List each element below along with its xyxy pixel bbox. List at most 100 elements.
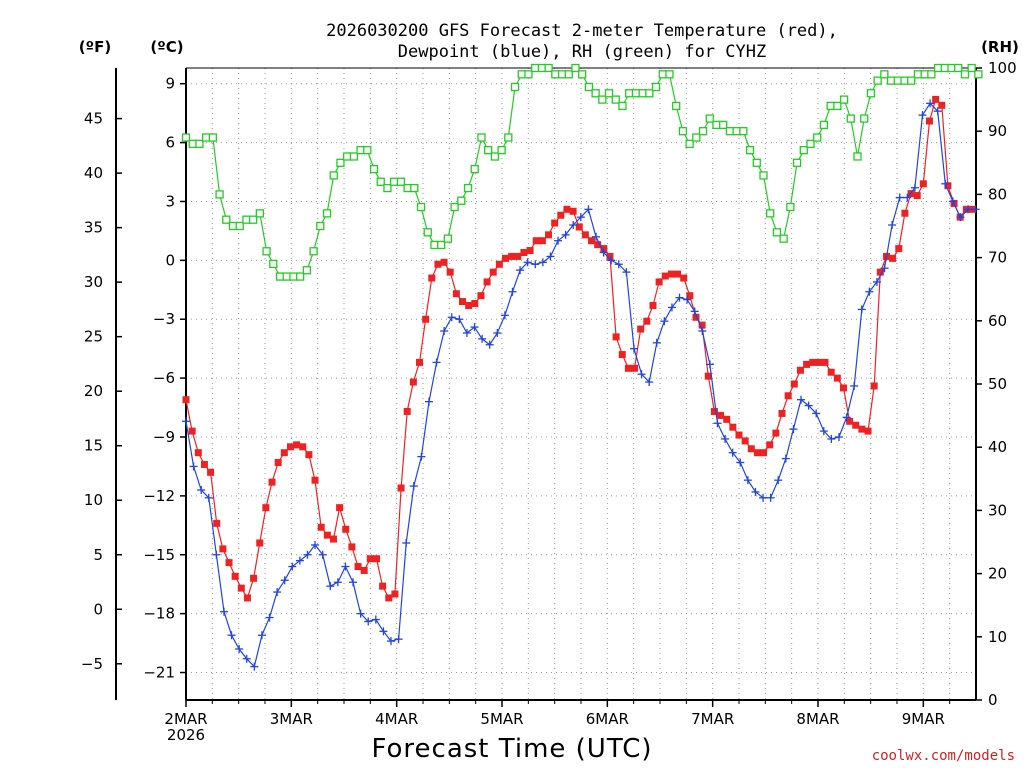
temperature-point bbox=[188, 427, 196, 435]
temperature-point bbox=[944, 182, 952, 190]
rh-point bbox=[886, 76, 896, 85]
temperature-point bbox=[643, 317, 651, 325]
rh-point bbox=[181, 133, 191, 142]
rh-unit-label: (RH) bbox=[981, 38, 1019, 56]
fahrenheit-unit-label: (ºF) bbox=[79, 38, 111, 56]
temperature-point bbox=[274, 459, 282, 467]
dewpoint-point bbox=[219, 607, 228, 616]
dewpoint-point bbox=[424, 397, 433, 406]
dewpoint-point bbox=[462, 328, 471, 337]
dewpoint-point bbox=[880, 264, 889, 273]
dewpoint-point bbox=[834, 432, 843, 441]
dewpoint-point bbox=[645, 378, 654, 387]
rh-point bbox=[907, 76, 916, 85]
series-dewpoint bbox=[182, 99, 980, 671]
rh-point bbox=[947, 63, 956, 73]
rh-point bbox=[725, 127, 735, 136]
rh-point bbox=[490, 152, 500, 161]
dewpoint-point bbox=[895, 193, 904, 202]
rh-point bbox=[537, 63, 547, 73]
rh-point bbox=[598, 95, 607, 104]
dewpoint-point bbox=[592, 232, 601, 241]
temperature-point bbox=[336, 504, 344, 512]
temperature-point bbox=[477, 292, 485, 300]
temperature-point bbox=[815, 358, 823, 366]
temperature-point bbox=[200, 460, 208, 468]
rh-point bbox=[584, 82, 594, 92]
temperature-point bbox=[317, 523, 325, 531]
temperature-point bbox=[329, 535, 337, 543]
series-temperature bbox=[182, 95, 976, 602]
temperature-point bbox=[852, 421, 860, 429]
temperature-point bbox=[348, 543, 356, 551]
temperature-point bbox=[821, 358, 829, 366]
rh-point bbox=[792, 158, 802, 167]
rh-point bbox=[866, 89, 876, 98]
rh-point bbox=[201, 133, 211, 142]
dewpoint-point bbox=[933, 107, 942, 116]
rh-point bbox=[974, 70, 983, 79]
celsius-tick-label: −15 bbox=[143, 546, 175, 564]
temperature-point bbox=[846, 417, 854, 425]
rh-point bbox=[188, 139, 197, 148]
temperature-point bbox=[428, 274, 436, 282]
dewpoint-point bbox=[637, 370, 646, 379]
celsius-tick-label: −3 bbox=[153, 310, 175, 328]
rh-point bbox=[336, 158, 345, 167]
dewpoint-point bbox=[728, 448, 737, 457]
data-series bbox=[181, 63, 983, 671]
temperature-point bbox=[415, 358, 423, 366]
rh-point bbox=[383, 183, 392, 193]
rh-point bbox=[544, 63, 553, 73]
x-axis-title: Forecast Time (UTC) bbox=[371, 734, 652, 764]
rh-point bbox=[322, 209, 332, 218]
fahrenheit-tick-label: 30 bbox=[84, 273, 103, 291]
dewpoint-point bbox=[774, 476, 783, 485]
dewpoint-point bbox=[561, 230, 570, 239]
x-tick-label: 9MAR bbox=[902, 710, 945, 728]
dewpoint-point bbox=[447, 313, 456, 322]
temperature-point bbox=[323, 531, 331, 539]
rh-tick-label: 10 bbox=[988, 628, 1007, 646]
rh-point bbox=[712, 120, 721, 130]
rh-point bbox=[296, 272, 305, 281]
temperature-point bbox=[502, 254, 510, 262]
dewpoint-point bbox=[789, 425, 798, 434]
temperature-point bbox=[864, 427, 872, 435]
rh-point bbox=[806, 139, 815, 148]
temperature-point bbox=[747, 445, 755, 453]
dewpoint-point bbox=[280, 576, 289, 585]
temperature-point bbox=[901, 209, 909, 217]
dewpoint-point bbox=[485, 340, 494, 349]
dewpoint-point bbox=[971, 205, 980, 214]
rh-point bbox=[504, 133, 513, 142]
temperature-point bbox=[243, 594, 251, 602]
temperature-point bbox=[839, 384, 847, 392]
temperature-point bbox=[594, 241, 602, 249]
rh-tick-label: 0 bbox=[988, 691, 998, 709]
rh-point bbox=[960, 70, 970, 79]
dewpoint-point bbox=[197, 485, 206, 494]
temperature-point bbox=[471, 300, 479, 308]
dewpoint-point bbox=[614, 260, 623, 269]
temperature-point bbox=[919, 180, 927, 188]
rh-point bbox=[685, 139, 694, 148]
rh-point bbox=[262, 247, 271, 256]
temperature-point bbox=[207, 468, 215, 476]
rh-point bbox=[430, 240, 439, 250]
rh-point bbox=[826, 101, 835, 111]
dewpoint-point bbox=[303, 550, 312, 559]
temperature-point bbox=[508, 252, 516, 260]
temperature-point bbox=[483, 278, 491, 286]
dewpoint-point bbox=[235, 644, 244, 653]
dewpoint-point bbox=[888, 221, 897, 230]
fahrenheit-tick-label: 10 bbox=[84, 491, 103, 509]
rh-point bbox=[860, 114, 869, 123]
dewpoint-point bbox=[387, 637, 396, 646]
temperature-point bbox=[631, 364, 639, 372]
rh-point bbox=[833, 101, 842, 111]
temperature-point bbox=[766, 441, 774, 449]
temperature-point bbox=[440, 258, 448, 266]
dewpoint-point bbox=[371, 615, 380, 624]
dewpoint-point bbox=[349, 578, 358, 587]
